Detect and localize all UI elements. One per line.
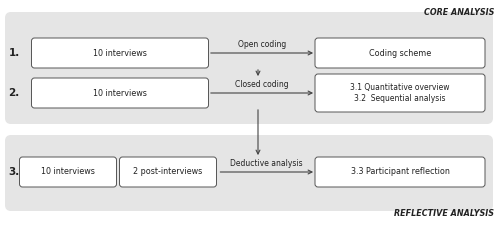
FancyBboxPatch shape — [315, 74, 485, 112]
FancyBboxPatch shape — [315, 38, 485, 68]
Text: Coding scheme: Coding scheme — [369, 49, 431, 58]
Text: 3.3 Participant reflection: 3.3 Participant reflection — [350, 167, 450, 176]
Text: REFLECTIVE ANALYSIS: REFLECTIVE ANALYSIS — [394, 209, 494, 218]
FancyBboxPatch shape — [20, 157, 116, 187]
Text: 10 interviews: 10 interviews — [93, 88, 147, 97]
Text: 3.1 Quantitative overview
3.2  Sequential analysis: 3.1 Quantitative overview 3.2 Sequential… — [350, 83, 450, 104]
FancyBboxPatch shape — [120, 157, 216, 187]
Text: 10 interviews: 10 interviews — [93, 49, 147, 58]
Text: 3.: 3. — [8, 167, 20, 177]
Text: Closed coding: Closed coding — [235, 80, 289, 89]
FancyBboxPatch shape — [32, 38, 208, 68]
FancyBboxPatch shape — [5, 135, 493, 211]
FancyBboxPatch shape — [32, 78, 208, 108]
Text: 2 post-interviews: 2 post-interviews — [134, 167, 202, 176]
Text: 2.: 2. — [8, 88, 20, 98]
Text: CORE ANALYSIS: CORE ANALYSIS — [424, 8, 494, 17]
Text: 10 interviews: 10 interviews — [41, 167, 95, 176]
Text: 1.: 1. — [8, 48, 20, 58]
Text: Deductive analysis: Deductive analysis — [230, 159, 303, 168]
Text: Open coding: Open coding — [238, 40, 286, 49]
FancyBboxPatch shape — [5, 12, 493, 124]
FancyBboxPatch shape — [315, 157, 485, 187]
